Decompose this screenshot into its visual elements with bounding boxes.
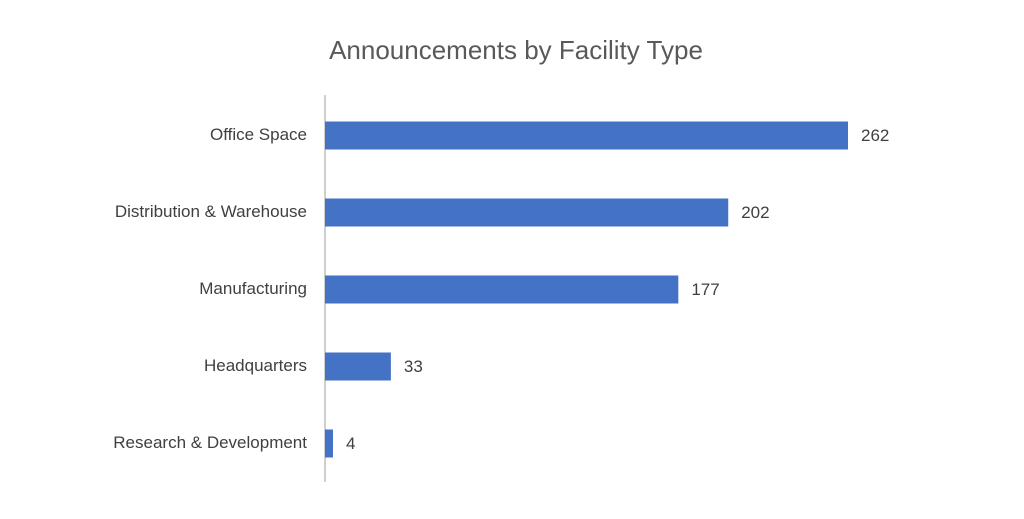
bar [325, 429, 333, 458]
data-label: 202 [741, 203, 769, 222]
y-tick-label: Distribution & Warehouse [115, 202, 307, 221]
y-tick-label: Office Space [210, 125, 307, 144]
y-tick-label: Research & Development [113, 433, 307, 452]
bar [325, 275, 679, 304]
y-tick-label: Manufacturing [199, 279, 307, 298]
chart-title: Announcements by Facility Type [329, 35, 703, 65]
data-label: 177 [691, 280, 719, 299]
bar [325, 352, 391, 381]
data-label: 262 [861, 126, 889, 145]
bar [325, 198, 729, 227]
data-label: 4 [346, 434, 355, 453]
data-label: 33 [404, 357, 423, 376]
bar [325, 121, 848, 150]
y-tick-label: Headquarters [204, 356, 307, 375]
